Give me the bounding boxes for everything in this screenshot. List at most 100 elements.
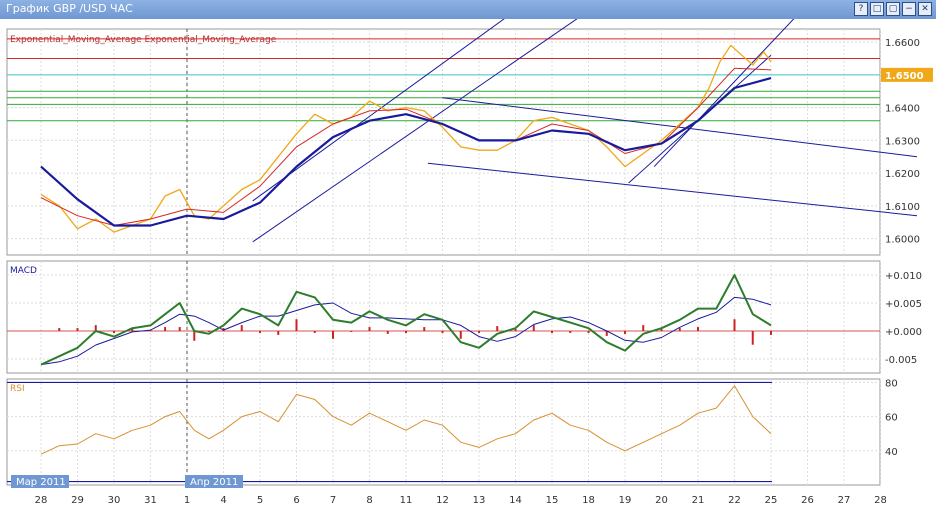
macd-histogram-bar	[207, 331, 210, 332]
trend-line	[252, 19, 578, 243]
ema-legend: Exponential_Moving_Average Exponential_M…	[10, 35, 277, 45]
macd-histogram-bar	[178, 327, 181, 331]
rsi-tick-label: 40	[885, 447, 898, 458]
rsi-panel-frame	[6, 378, 881, 486]
macd-histogram-bar	[222, 328, 225, 331]
current-price-label: 1.6500	[885, 71, 924, 82]
trend-line	[653, 19, 795, 167]
minimize-button[interactable]: −	[902, 2, 916, 16]
price-tick-label: 1.6400	[885, 104, 920, 115]
macd-histogram-bar	[459, 331, 462, 339]
close-button[interactable]: ✕	[918, 2, 932, 16]
macd-histogram-bar	[405, 331, 407, 333]
month-label: Апр 2011	[190, 477, 238, 488]
macd-histogram-bar	[277, 331, 280, 335]
macd-histogram-bar	[131, 328, 134, 331]
rsi-tick-label: 80	[885, 378, 898, 389]
x-tick-label: 6	[293, 495, 299, 506]
macd-histogram-bar	[386, 331, 389, 334]
macd-label: MACD	[10, 266, 37, 276]
macd-histogram-bar	[441, 331, 444, 333]
macd-histogram-bar	[514, 329, 517, 331]
month-label: Мар 2011	[16, 477, 66, 488]
macd-histogram-bar	[423, 327, 426, 331]
macd-histogram-bar	[240, 325, 243, 331]
macd-histogram-bar	[94, 325, 97, 331]
price-tick-label: 1.6100	[885, 202, 920, 213]
x-tick-label: 31	[144, 495, 157, 506]
price-tick-label: 1.6300	[885, 136, 920, 147]
macd-histogram-bar	[350, 331, 353, 332]
macd-histogram-bar	[113, 331, 115, 333]
window-titlebar: График GBP /USD ЧАС ? □ ▢ − ✕	[0, 0, 936, 19]
macd-histogram-bar	[478, 331, 480, 333]
x-tick-label: 28	[35, 495, 48, 506]
macd-histogram-bar	[697, 327, 699, 331]
macd-histogram-bar	[193, 331, 196, 341]
x-tick-label: 1	[184, 495, 190, 506]
price-tick-label: 1.6600	[885, 38, 920, 49]
month-label-box	[11, 475, 69, 488]
macd-histogram-bar	[164, 327, 167, 331]
macd-histogram-bar	[733, 319, 736, 331]
macd-tick-label: +0.005	[885, 299, 922, 310]
window-title: График GBP /USD ЧАС	[6, 2, 133, 15]
restore-button[interactable]: □	[870, 2, 884, 16]
x-tick-label: 5	[257, 495, 263, 506]
macd-histogram-bar	[660, 329, 663, 331]
macd-histogram-bar	[532, 325, 535, 331]
macd-histogram-bar	[76, 328, 79, 331]
x-tick-label: 22	[728, 495, 741, 506]
x-tick-label: 26	[801, 495, 814, 506]
macd-histogram-bar	[751, 331, 754, 345]
price-tick-label: 1.6200	[885, 169, 920, 180]
macd-histogram-bar	[569, 331, 572, 333]
x-tick-label: 14	[509, 495, 522, 506]
x-tick-label: 27	[838, 495, 851, 506]
x-tick-label: 7	[330, 495, 336, 506]
macd-tick-label: +0.000	[885, 327, 922, 338]
trend-line	[442, 97, 918, 158]
macd-histogram-bar	[368, 327, 371, 331]
x-tick-label: 20	[655, 495, 668, 506]
macd-histogram-bar	[587, 331, 590, 333]
macd-histogram-bar	[332, 331, 334, 339]
x-tick-label: 13	[473, 495, 486, 506]
x-tick-label: 28	[874, 495, 887, 506]
month-label-box	[185, 475, 243, 488]
macd-histogram-bar	[295, 319, 298, 331]
x-tick-label: 21	[692, 495, 705, 506]
macd-histogram-bar	[624, 331, 626, 334]
x-tick-label: 15	[546, 495, 559, 506]
x-tick-label: 29	[71, 495, 84, 506]
rsi-label: RSI	[10, 384, 25, 394]
chart-area[interactable]: 1.6000 1.6100 1.6200 1.6300 1.6400 1.6500 1.66…	[0, 19, 936, 509]
x-tick-label: 25	[765, 495, 778, 506]
tile-button[interactable]: ▢	[886, 2, 900, 16]
macd-panel-frame	[6, 260, 881, 374]
trend-line	[427, 162, 918, 217]
x-tick-label: 19	[619, 495, 632, 506]
help-button[interactable]: ?	[854, 2, 868, 16]
macd-histogram-bar	[642, 325, 645, 331]
macd-histogram-bar	[551, 331, 553, 333]
macd-histogram-bar	[496, 326, 499, 331]
x-tick-label: 18	[582, 495, 595, 506]
macd-histogram-bar	[770, 331, 772, 335]
macd-histogram-bar	[313, 331, 316, 333]
macd-histogram-bar	[678, 328, 681, 331]
macd-signal-line	[40, 296, 772, 366]
macd-histogram-bar	[58, 328, 61, 331]
ema-slow-line	[40, 77, 772, 227]
price-tick-label: 1.6000	[885, 235, 920, 246]
x-tick-label: 30	[108, 495, 121, 506]
macd-histogram-bar	[259, 331, 261, 333]
x-tick-label: 4	[220, 495, 226, 506]
macd-tick-label: +0.010	[885, 271, 922, 282]
rsi-tick-label: 60	[885, 413, 898, 424]
macd-line	[40, 274, 772, 366]
x-tick-label: 12	[436, 495, 449, 506]
macd-histogram-bar	[605, 331, 608, 336]
rsi-line	[40, 385, 772, 455]
x-tick-label: 8	[366, 495, 372, 506]
